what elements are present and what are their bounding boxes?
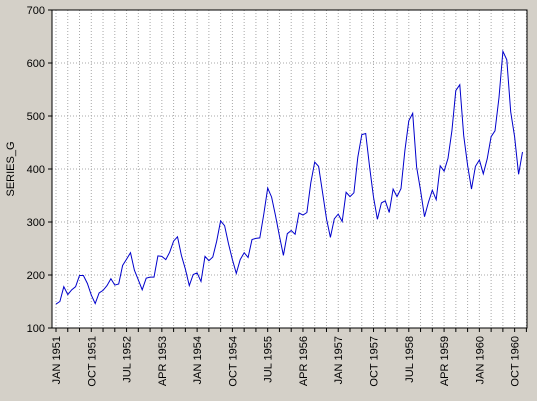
x-gridlines bbox=[55, 10, 527, 328]
x-tick-label: APR 1953 bbox=[157, 336, 169, 386]
x-tick-label: JUL 1952 bbox=[122, 336, 134, 383]
x-tick-label: JAN 1957 bbox=[333, 336, 345, 384]
series-line bbox=[55, 49, 523, 305]
x-tick-label: OCT 1960 bbox=[510, 336, 522, 387]
x-tick-label: OCT 1957 bbox=[369, 336, 381, 387]
y-tick-label: 400 bbox=[27, 164, 45, 176]
x-tick-label: OCT 1954 bbox=[227, 336, 239, 387]
x-tick-label: JAN 1960 bbox=[474, 336, 486, 384]
series-layer bbox=[55, 49, 523, 305]
x-tick-label: JUL 1955 bbox=[263, 336, 275, 383]
y-gridlines bbox=[52, 62, 527, 276]
y-tick-label: 600 bbox=[27, 58, 45, 70]
y-tick-label: 500 bbox=[27, 111, 45, 123]
x-tick-label: JAN 1954 bbox=[192, 336, 204, 384]
x-tick-label: OCT 1951 bbox=[86, 336, 98, 387]
y-tick-label: 200 bbox=[27, 270, 45, 282]
x-tick-label: JAN 1951 bbox=[51, 336, 63, 384]
x-tick-label: JUL 1958 bbox=[404, 336, 416, 383]
y-tick-label: 100 bbox=[27, 323, 45, 335]
y-tick-label: 300 bbox=[27, 217, 45, 229]
y-axis: 100 200 300 400 500 600 700 bbox=[27, 5, 52, 335]
x-tick-label: APR 1956 bbox=[298, 336, 310, 386]
x-axis: JAN 1951 OCT 1951 JUL 1952 APR 1953 JAN 1954… bbox=[51, 328, 527, 387]
x-tick-label: APR 1959 bbox=[439, 336, 451, 386]
y-axis-label: SERIES_G bbox=[5, 141, 17, 196]
y-tick-label: 700 bbox=[27, 5, 45, 17]
